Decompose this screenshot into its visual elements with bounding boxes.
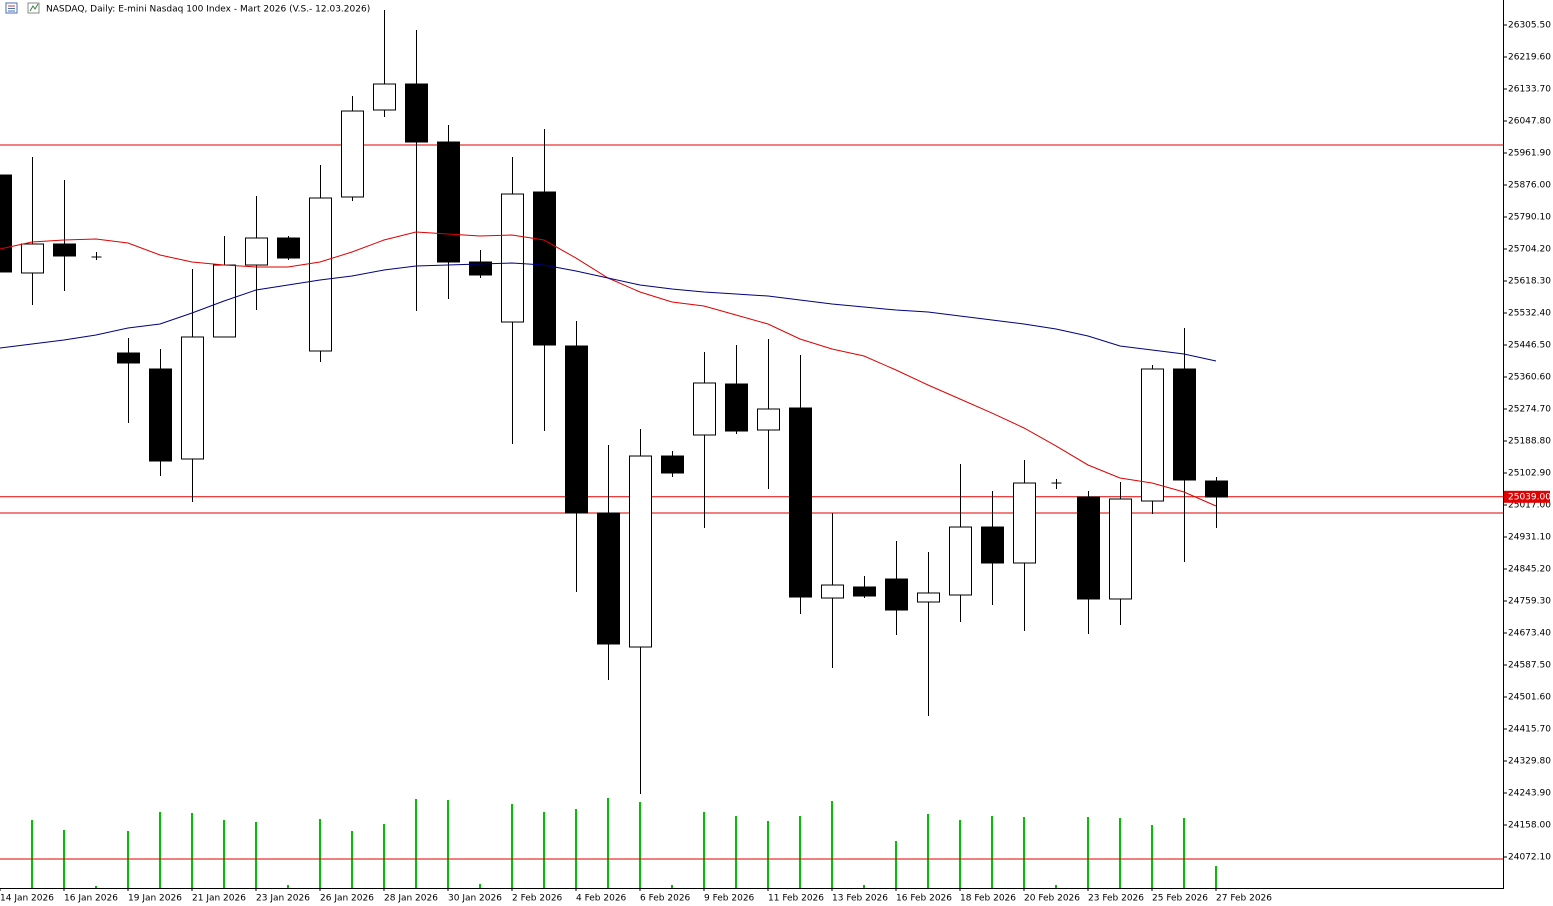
last-price-tag — [1504, 490, 1550, 503]
y-tick-label: 24243.90 — [1508, 789, 1551, 799]
y-tick-label: 24587.50 — [1508, 661, 1551, 671]
candle-body — [565, 345, 588, 514]
moving-average — [0, 262, 1217, 362]
y-tick-label: 24673.40 — [1508, 629, 1551, 639]
y-tick-label: 24158.00 — [1508, 821, 1551, 831]
candle-body — [245, 237, 268, 266]
y-tick-label: 25618.30 — [1508, 276, 1551, 286]
candle-body — [533, 191, 556, 346]
last-price-label: 25039.00 — [1508, 492, 1551, 502]
candles — [0, 9, 1228, 795]
candle-body — [853, 586, 876, 597]
x-tick-label: 16 Feb 2026 — [896, 894, 952, 904]
y-tick-label: 25360.60 — [1508, 373, 1551, 383]
y-tick-label: 24931.10 — [1508, 533, 1551, 543]
candle-body — [341, 110, 364, 198]
candle-body — [117, 352, 140, 364]
candle-body — [21, 243, 44, 274]
x-tick-label: 4 Feb 2026 — [576, 894, 627, 904]
x-tick-label: 2 Feb 2026 — [512, 894, 563, 904]
toolbar-icons — [5, 2, 40, 14]
candle-body — [309, 197, 332, 352]
candle-body — [1205, 480, 1228, 498]
y-tick-label: 24415.70 — [1508, 725, 1551, 735]
y-tick-label: 26305.50 — [1508, 20, 1551, 30]
y-tick-label: 26219.60 — [1508, 52, 1551, 62]
x-tick-label: 27 Feb 2026 — [1216, 894, 1272, 904]
x-tick-label: 19 Jan 2026 — [128, 894, 182, 904]
x-tick-label: 21 Jan 2026 — [192, 894, 246, 904]
chart-title: NASDAQ, Daily: E-mini Nasdaq 100 Index -… — [46, 5, 370, 15]
candle-body — [1141, 368, 1164, 502]
candle-body — [789, 407, 812, 598]
candle-body — [277, 237, 300, 259]
candle-body — [373, 83, 396, 111]
candle-body — [149, 368, 172, 462]
candle-body — [501, 193, 524, 323]
candle-body — [821, 584, 844, 599]
y-tick-label: 24845.20 — [1508, 565, 1551, 575]
candle-body — [405, 83, 428, 143]
candle-body — [661, 455, 684, 474]
candle-body — [1013, 482, 1036, 564]
x-tick-label: 18 Feb 2026 — [960, 894, 1016, 904]
y-tick-label: 25102.90 — [1508, 469, 1551, 479]
y-tick-label: 26047.80 — [1508, 116, 1551, 126]
x-tick-label: 16 Jan 2026 — [64, 894, 118, 904]
y-tick-label: 25532.40 — [1508, 308, 1551, 318]
candle-body — [757, 408, 780, 431]
icon-chart[interactable] — [27, 2, 40, 14]
y-tick-label: 25704.20 — [1508, 244, 1551, 254]
candle-body — [437, 141, 460, 263]
y-tick-label: 26133.70 — [1508, 84, 1551, 94]
candle-body — [1173, 368, 1196, 481]
candle-body — [629, 455, 652, 648]
x-tick-label: 23 Feb 2026 — [1088, 894, 1144, 904]
candle-body — [53, 243, 76, 257]
x-tick-label: 23 Jan 2026 — [256, 894, 310, 904]
y-tick-label: 25017.00 — [1508, 501, 1551, 511]
y-tick-label: 24329.80 — [1508, 757, 1551, 767]
y-tick-label: 24501.60 — [1508, 693, 1551, 703]
x-tick-label: 30 Jan 2026 — [448, 894, 502, 904]
icon-line — [29, 3, 39, 12]
candle-body — [693, 382, 716, 436]
y-tick-label: 25876.00 — [1508, 180, 1551, 190]
x-tick-label: 28 Jan 2026 — [384, 894, 438, 904]
candle-body — [885, 578, 908, 611]
y-tick-label: 25790.10 — [1508, 212, 1551, 222]
y-tick-label: 24759.30 — [1508, 597, 1551, 607]
y-tick-label: 25188.80 — [1508, 437, 1551, 447]
x-tick-label: 20 Feb 2026 — [1024, 894, 1080, 904]
y-tick-label: 25274.70 — [1508, 405, 1551, 415]
x-tick-label: 25 Feb 2026 — [1152, 894, 1208, 904]
candle-body — [981, 526, 1004, 564]
candle-body — [725, 383, 748, 432]
x-tick-label: 13 Feb 2026 — [832, 894, 888, 904]
candle-body — [597, 512, 620, 645]
x-tick-label: 9 Feb 2026 — [704, 894, 755, 904]
y-tick-label: 24072.10 — [1508, 853, 1551, 863]
volume-bars — [31, 798, 1217, 888]
candle-body — [0, 174, 12, 273]
x-tick-label: 11 Feb 2026 — [768, 894, 824, 904]
candle-body — [1109, 498, 1132, 600]
x-tick-label: 14 Jan 2026 — [0, 894, 54, 904]
x-tick-label: 6 Feb 2026 — [640, 894, 691, 904]
y-tick-label: 25446.50 — [1508, 341, 1551, 351]
candle-body — [949, 526, 972, 596]
candle-body — [1077, 496, 1100, 600]
candle-body — [181, 336, 204, 460]
candle-body — [469, 261, 492, 276]
x-tick-label: 26 Jan 2026 — [320, 894, 374, 904]
y-tick-label: 25961.90 — [1508, 148, 1551, 158]
candle-body — [917, 592, 940, 603]
